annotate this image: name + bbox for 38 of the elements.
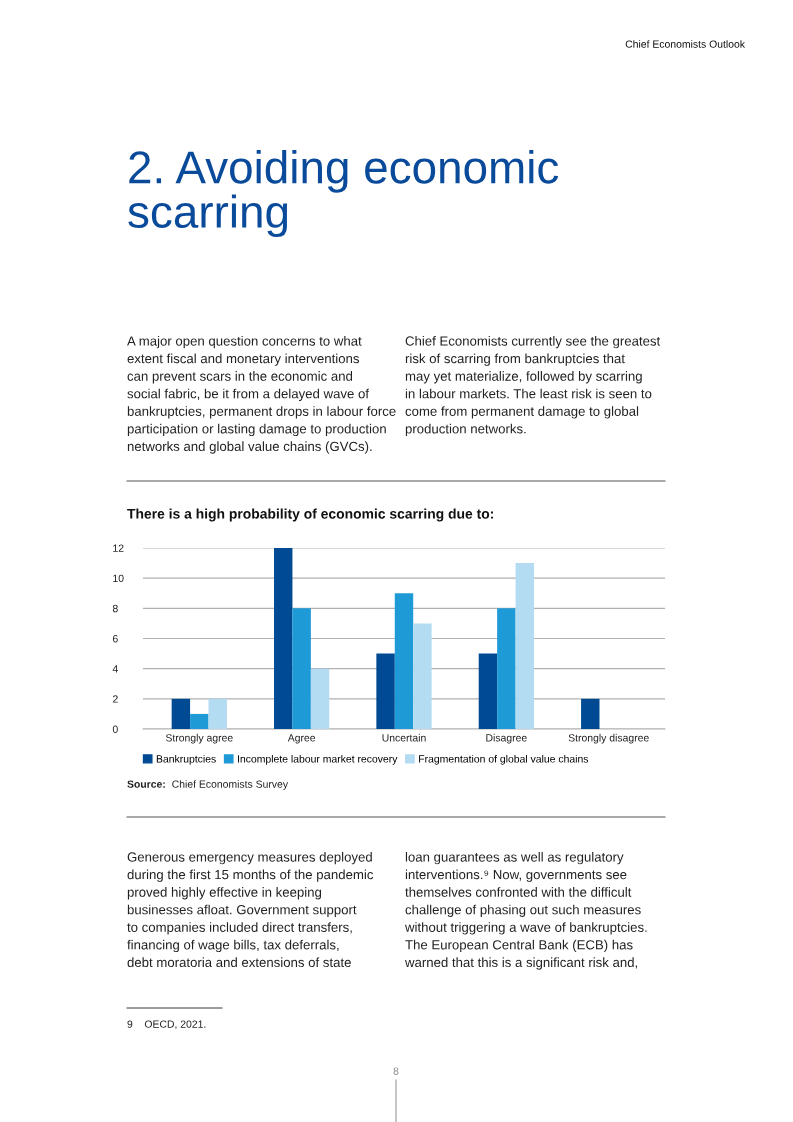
bar — [208, 698, 227, 729]
bar — [394, 593, 414, 729]
text: A major open question concerns to what extent fiscal and monetary interventions can prevent scars in the economic and social fabric, be it from a delayed wave of bankruptcies, permanent drops in labour force participation or lasting damage to production networks and global value chains (GVCs). — [127, 336, 396, 454]
text: 8 — [393, 1067, 399, 1075]
chart-title: There is a high probability of economic scarring due to: — [127, 508, 493, 522]
bar — [413, 623, 432, 729]
text: Chief Economists currently see the greatest risk of scarring from bankruptcies that may yet materialize, followed by scarring in labour markets. The least risk is seen to come from permanent damage to global production networks. — [405, 336, 661, 437]
text: Generous emergency measures deployed during the first 15 months of the pandemic proved highly effective in keeping businesses afloat. Government support to companies included direct transfers, financing of wage bills, tax deferrals, debt moratoria and extensions of state — [127, 852, 374, 968]
y-tick-label: 0 — [112, 725, 118, 733]
source-note: Source: Chief Economists Survey — [127, 780, 289, 790]
x-tick-label: Agree — [287, 734, 316, 744]
y-tick-label: 4 — [112, 665, 118, 673]
bar — [310, 668, 330, 729]
bar — [478, 653, 498, 729]
y-tick-label: 8 — [112, 604, 118, 613]
y-tick-label: 12 — [113, 544, 124, 552]
bar — [497, 608, 516, 729]
bar — [376, 653, 395, 729]
text: loan guarantees as well as regulatory interventions.⁹ Now, governments see themselves confronted with the difficult challenge of phasing out such measures without triggering a wave of bankruptcies. The European Central Bank (ECB) has warned that this is a significant risk and, — [404, 852, 647, 970]
legend-label: Incomplete labour market recovery — [238, 754, 398, 765]
legend-label: Bankruptcies — [156, 754, 216, 765]
bar — [171, 698, 191, 729]
text: 2. Avoiding economic scarring — [128, 150, 559, 238]
legend-label: Fragmentation of global value chains — [419, 754, 589, 765]
bar — [292, 608, 311, 729]
bar — [190, 713, 209, 729]
bar — [581, 698, 600, 729]
bar — [515, 563, 534, 729]
bar — [274, 548, 293, 729]
y-tick-label: 10 — [113, 574, 124, 583]
x-tick-label: Uncertain — [382, 733, 426, 742]
x-tick-label: Strongly disagree — [568, 733, 649, 744]
x-tick-label: Disagree — [486, 733, 527, 744]
y-tick-label: 6 — [112, 635, 118, 643]
text: 9 OECD, 2021. — [127, 1020, 206, 1030]
x-tick-label: Strongly agree — [165, 733, 233, 744]
text: Chief Economists Outlook — [625, 40, 746, 48]
y-tick-label: 2 — [112, 695, 118, 703]
